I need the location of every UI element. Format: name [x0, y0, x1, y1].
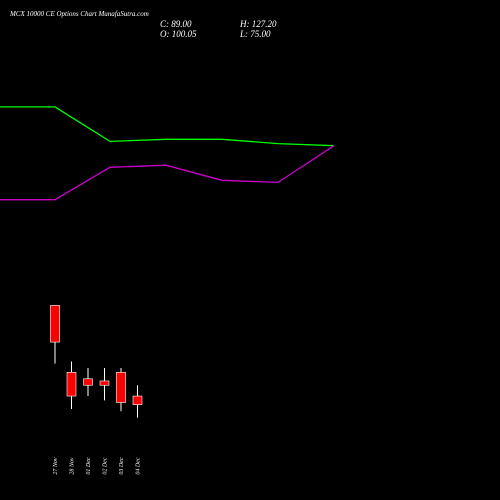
candle-body — [116, 372, 126, 403]
x-tick-label: 28 Nov — [70, 457, 76, 475]
high-label: H: 127.20 — [239, 19, 277, 29]
chart-title: MCX 10000 CE Options Chart MunafaSutra.c… — [9, 10, 149, 18]
candle-body — [66, 372, 77, 397]
candle-body — [83, 378, 93, 386]
candles — [50, 305, 143, 418]
low-label: L: 75.00 — [239, 29, 271, 39]
close-label: C: 89.00 — [160, 19, 192, 29]
lower-band-line — [0, 145, 335, 201]
upper-band-line — [0, 106, 335, 147]
x-axis-labels: 27 Nov 28 Nov 01 Dec 02 Dec 03 Dec 04 Dec — [53, 457, 142, 475]
bands — [0, 106, 335, 201]
x-tick-label: 01 Dec — [86, 457, 92, 474]
open-label: O: 100.05 — [160, 29, 197, 39]
x-tick-label: 03 Dec — [119, 457, 125, 474]
candle-body — [50, 305, 60, 343]
x-tick-label: 04 Dec — [135, 457, 142, 474]
candle-body — [99, 380, 110, 386]
x-tick-label: 27 Nov — [53, 457, 59, 475]
x-tick-label: 02 Dec — [103, 457, 109, 474]
candle-body — [132, 395, 143, 405]
